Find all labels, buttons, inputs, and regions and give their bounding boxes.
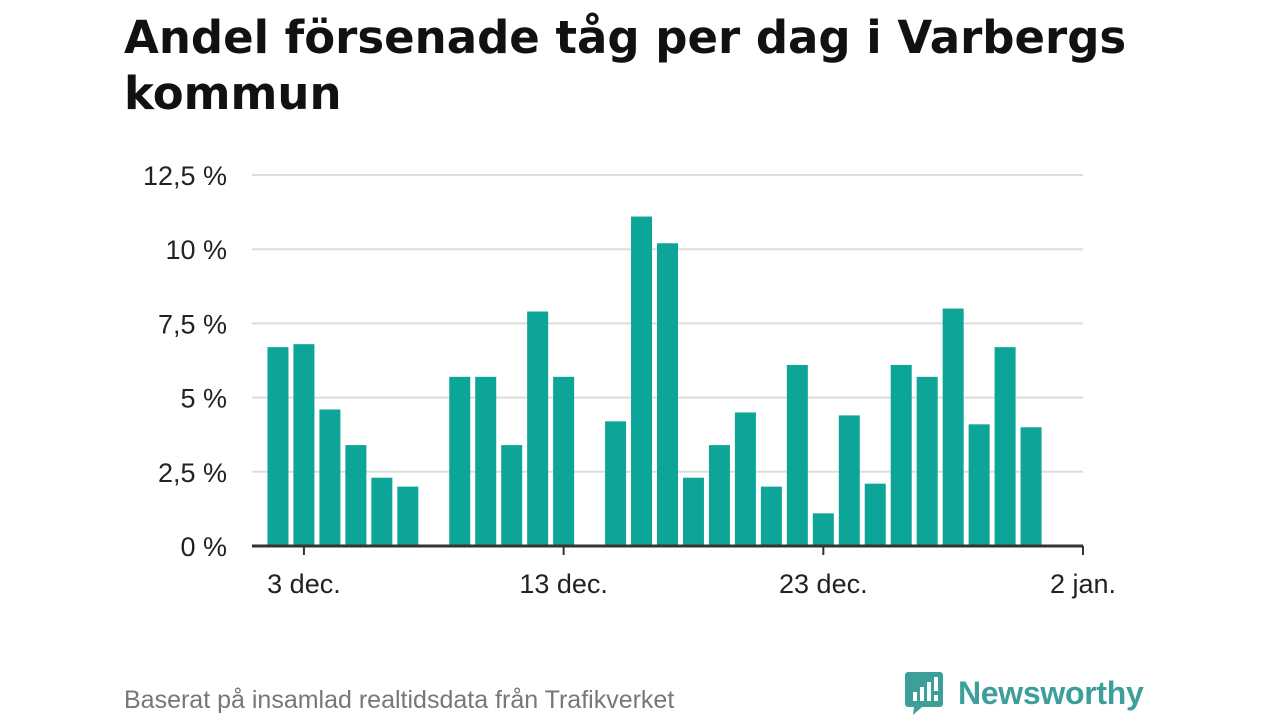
bar bbox=[734, 412, 756, 546]
x-tick-label: 2 jan. bbox=[1050, 569, 1116, 599]
bar bbox=[760, 486, 782, 546]
y-tick-label: 10 % bbox=[165, 235, 227, 265]
axes bbox=[252, 544, 1084, 555]
bar bbox=[631, 216, 653, 546]
bar bbox=[942, 308, 964, 546]
bar bbox=[449, 376, 471, 546]
bars bbox=[267, 216, 1042, 546]
bar bbox=[293, 344, 315, 546]
bar bbox=[319, 409, 341, 546]
chart-title: Andel försenade tåg per dag i Varbergs k… bbox=[124, 11, 1127, 120]
source-note: Baserat på insamlad realtidsdata från Tr… bbox=[124, 686, 675, 714]
bar bbox=[890, 364, 912, 546]
bar bbox=[994, 347, 1016, 546]
bar bbox=[345, 445, 367, 546]
y-tick-label: 2,5 % bbox=[158, 458, 227, 488]
brand-logo[interactable]: Newsworthy bbox=[904, 670, 1144, 716]
newsworthy-logo-icon bbox=[905, 672, 943, 715]
brand-name: Newsworthy bbox=[958, 674, 1144, 711]
y-tick-label: 5 % bbox=[180, 384, 227, 414]
bar bbox=[397, 486, 419, 546]
bar bbox=[786, 364, 808, 546]
bar bbox=[605, 421, 627, 546]
bar bbox=[708, 445, 730, 546]
bar bbox=[527, 311, 549, 546]
y-tick-label: 0 % bbox=[180, 532, 227, 562]
bar bbox=[864, 483, 886, 546]
bar bbox=[916, 376, 938, 546]
bar bbox=[371, 477, 393, 546]
x-tick-label: 23 dec. bbox=[779, 569, 868, 599]
bar bbox=[682, 477, 704, 546]
bar bbox=[968, 424, 990, 546]
bar bbox=[812, 513, 834, 546]
bar bbox=[475, 376, 497, 546]
tick-labels: 0 % 2,5 % 5 % 7,5 % 10 % 12,5 % 3 dec. 13 dec. 2… bbox=[143, 161, 1116, 599]
bar bbox=[657, 243, 678, 546]
bar bbox=[553, 376, 575, 546]
bar bbox=[838, 415, 860, 546]
bar bbox=[267, 347, 289, 546]
bar bbox=[1020, 427, 1042, 546]
x-tick-label: 13 dec. bbox=[519, 569, 608, 599]
y-tick-label: 12,5 % bbox=[143, 161, 227, 191]
y-tick-label: 7,5 % bbox=[158, 309, 227, 339]
x-tick-label: 3 dec. bbox=[267, 569, 341, 599]
bar bbox=[501, 445, 523, 546]
